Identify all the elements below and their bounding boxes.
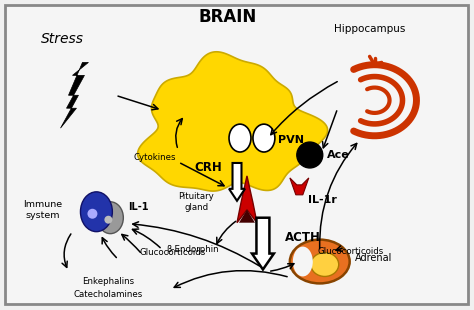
Text: Pituitary
gland: Pituitary gland [178, 192, 214, 212]
FancyArrow shape [229, 163, 245, 201]
Text: Cytokines: Cytokines [134, 153, 176, 162]
Text: ACTH: ACTH [285, 231, 321, 244]
Text: IL-1r: IL-1r [308, 195, 337, 205]
Text: Adrenal: Adrenal [355, 253, 392, 263]
Text: IL-1: IL-1 [128, 202, 149, 212]
Ellipse shape [81, 192, 112, 232]
Text: β-Endorphin: β-Endorphin [166, 245, 219, 254]
Text: BRAIN: BRAIN [199, 8, 257, 26]
Text: Hippocampus: Hippocampus [334, 24, 405, 33]
Ellipse shape [290, 240, 350, 283]
Ellipse shape [293, 246, 313, 277]
Text: PVN: PVN [278, 135, 304, 145]
FancyBboxPatch shape [5, 5, 468, 304]
Circle shape [297, 142, 323, 168]
Text: Immune
system: Immune system [23, 200, 62, 220]
Ellipse shape [311, 253, 339, 277]
Polygon shape [239, 210, 255, 223]
Ellipse shape [253, 124, 275, 152]
Circle shape [104, 216, 112, 224]
FancyArrow shape [252, 218, 274, 269]
Circle shape [87, 209, 98, 219]
Ellipse shape [98, 202, 123, 234]
Polygon shape [290, 178, 309, 195]
Polygon shape [137, 52, 328, 191]
Polygon shape [237, 176, 257, 223]
Polygon shape [61, 62, 89, 128]
Text: Catecholamines: Catecholamines [74, 290, 143, 299]
Ellipse shape [229, 124, 251, 152]
Text: Ace: Ace [327, 150, 349, 160]
Text: Enkephalins: Enkephalins [82, 277, 135, 286]
Text: Glucocorticoids: Glucocorticoids [318, 247, 384, 256]
Text: CRH: CRH [194, 162, 222, 175]
Text: Glucocorticoids: Glucocorticoids [139, 248, 205, 257]
Text: Stress: Stress [41, 32, 84, 46]
